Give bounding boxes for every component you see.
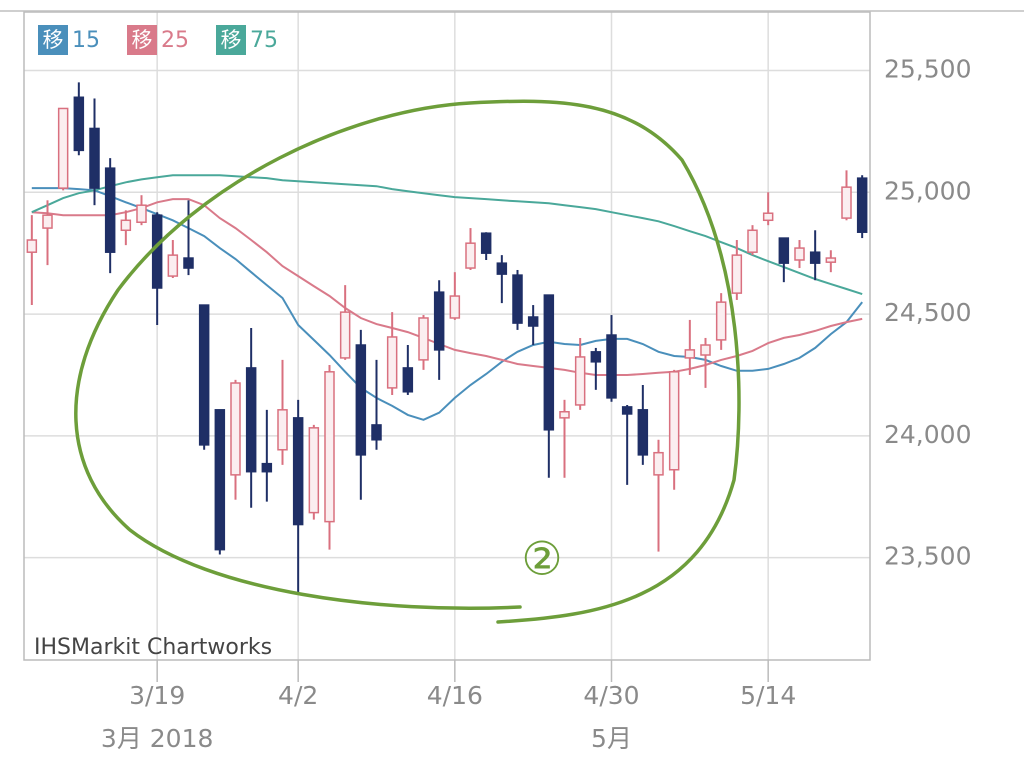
candle-body [778,237,790,264]
x-tick-label: 4/2 [278,681,318,710]
y-tick-label: 24,000 [884,420,971,449]
legend-label: 15 [72,28,100,53]
candle-body [606,334,617,399]
candle-body [496,262,508,275]
candle-body [809,251,821,264]
legend-badge: 移 [43,28,64,52]
candle-body [794,247,805,261]
candle-body [26,239,38,253]
candle-body [418,317,429,361]
candle-body [527,316,539,327]
x-tick-label: 4/16 [427,681,483,710]
y-tick-label: 23,500 [884,542,971,571]
candle-body [277,409,288,451]
candle-body [371,424,382,441]
candle-body [825,257,837,263]
ma-line [31,174,863,296]
candle-body [167,254,179,277]
candle-body [198,304,210,446]
ma-line [31,187,863,421]
x-sublabel: 5月 [591,724,632,753]
legend-label: 75 [250,28,278,53]
y-tick-label: 25,500 [884,54,971,83]
candle-body [308,427,320,514]
candle-body [684,349,696,359]
candle-body [543,294,555,431]
y-tick-label: 25,000 [884,176,971,205]
x-tick-label: 3/19 [129,681,185,710]
candle-body [42,214,53,229]
candle-body [856,177,868,233]
candles [26,82,868,595]
legend-badge: 移 [132,28,153,52]
hand-drawn-circle [74,99,741,624]
legend-badge: 移 [221,28,242,52]
candle-body [668,371,680,471]
annotation: ② [521,532,562,586]
candle-body [386,336,398,389]
ma-line [31,198,863,376]
candle-body [449,295,461,319]
candle-body [57,107,69,189]
candle-body [261,462,273,473]
candle-body [104,167,116,253]
candle-body [245,367,257,473]
candle-body [402,367,414,393]
plot-frame [23,11,871,661]
candle-body [355,344,367,456]
grid [24,12,870,660]
candle-body [480,232,492,254]
candle-body [136,204,147,223]
candle-body [183,257,194,269]
y-tick-label: 24,500 [884,298,971,327]
candle-body [762,212,774,222]
candle-body [339,311,351,359]
candle-body [214,409,226,551]
candle-body [120,219,132,232]
x-sublabel: 3月 2018 [101,724,213,753]
x-tick-label: 5/14 [740,681,796,710]
watermark: IHSMarkit Chartworks [34,635,272,660]
candle-body [89,127,100,189]
candle-body [841,186,852,219]
candle-body [292,417,304,526]
candle-body [151,214,163,289]
candle-body [230,382,241,476]
candle-body [574,356,586,406]
moving-averages [31,174,863,421]
candle-body [700,344,711,356]
legend-badge-box [38,25,68,55]
candle-body [590,351,602,363]
candle-body [433,291,445,351]
candle-body [637,409,649,456]
candle-body [747,229,758,253]
candle-body [73,96,85,152]
candle-body [559,411,570,419]
legend-badge-box [216,25,246,55]
candle-body [621,406,633,415]
legend-label: 25 [161,28,189,53]
candle-body [465,242,476,269]
candle-body [731,254,743,294]
candle-body [715,301,727,341]
candle-body [512,274,523,324]
x-tick-label: 4/30 [583,681,639,710]
candle-body [653,451,664,476]
candle-body [324,371,335,523]
legend: 移 15 移 25 移 75 [38,25,278,55]
legend-badge-box [127,25,157,55]
